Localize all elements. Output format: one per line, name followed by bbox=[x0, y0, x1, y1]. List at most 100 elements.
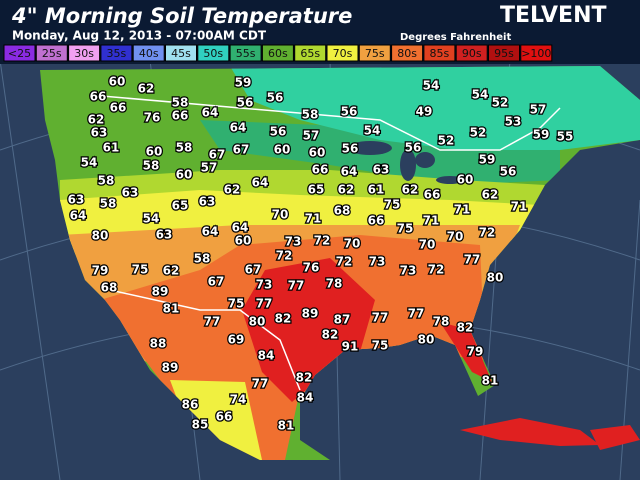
legend-label: 85s bbox=[430, 47, 450, 60]
station-value: 57 bbox=[201, 161, 218, 175]
station-value: 64 bbox=[202, 106, 219, 120]
station-value: 55 bbox=[557, 130, 574, 144]
station-value: 75 bbox=[228, 297, 245, 311]
station-value: 86 bbox=[182, 398, 199, 412]
legend-swatch bbox=[488, 44, 520, 62]
legend-swatch bbox=[261, 44, 294, 62]
station-value: 84 bbox=[297, 391, 314, 405]
legend-swatch bbox=[326, 44, 359, 62]
station-value: 67 bbox=[233, 143, 250, 157]
station-value: 52 bbox=[492, 96, 509, 110]
legend-label: 25s bbox=[42, 47, 62, 60]
legend-label: 40s bbox=[139, 47, 159, 60]
station-value: 54 bbox=[472, 88, 489, 102]
legend-label: 35s bbox=[107, 47, 127, 60]
border bbox=[89, 94, 561, 151]
station-value: 72 bbox=[276, 249, 293, 263]
station-value: 53 bbox=[505, 115, 522, 129]
station-value: 82 bbox=[296, 371, 313, 385]
station-value: 71 bbox=[423, 214, 440, 228]
legend: <25 25s 30s 35s 40s 45s 50s 55s 60s 65s 70s 75s 80s 8… bbox=[3, 44, 553, 62]
station-value: 77 bbox=[204, 315, 221, 329]
legend-swatch bbox=[358, 44, 391, 62]
station-value: 77 bbox=[372, 311, 389, 325]
station-value: 63 bbox=[373, 163, 390, 177]
station-value: 72 bbox=[428, 263, 445, 277]
legend-label: <25 bbox=[8, 47, 31, 60]
station-value: 56 bbox=[342, 142, 359, 156]
station-value: 70 bbox=[344, 237, 361, 251]
station-value: 58 bbox=[194, 252, 211, 266]
hispaniola bbox=[590, 425, 640, 450]
legend-label: 65s bbox=[300, 47, 320, 60]
station-value: 63 bbox=[156, 228, 173, 242]
legend-swatch bbox=[165, 44, 197, 62]
station-value: 57 bbox=[530, 103, 547, 117]
station-value: 73 bbox=[256, 278, 273, 292]
station-value: 80 bbox=[249, 315, 266, 329]
station-value: 65 bbox=[172, 199, 189, 213]
border bbox=[109, 289, 301, 391]
station-value: 54 bbox=[81, 156, 98, 170]
station-value: 60 bbox=[176, 168, 193, 182]
legend-swatch bbox=[35, 44, 68, 62]
station-value: 56 bbox=[237, 96, 254, 110]
station-value: 52 bbox=[470, 126, 487, 140]
station-value: 82 bbox=[275, 312, 292, 326]
station-value: 89 bbox=[152, 285, 169, 299]
station-value: 59 bbox=[533, 128, 550, 142]
station-value: 74 bbox=[230, 393, 247, 407]
station-value: 60 bbox=[309, 146, 326, 160]
legend-swatch bbox=[100, 44, 133, 62]
station-value: 66 bbox=[216, 410, 233, 424]
station-value: 78 bbox=[433, 315, 450, 329]
station-value: 64 bbox=[70, 209, 87, 223]
station-value: 54 bbox=[423, 79, 440, 93]
station-value: 75 bbox=[132, 263, 149, 277]
station-value: 70 bbox=[447, 230, 464, 244]
station-value: 60 bbox=[457, 173, 474, 187]
station-value: 77 bbox=[256, 297, 273, 311]
brand: TELVENT bbox=[500, 3, 607, 28]
station-value: 73 bbox=[369, 255, 386, 269]
station-value: 80 bbox=[487, 271, 504, 285]
station-value: 61 bbox=[368, 183, 385, 197]
station-value: 87 bbox=[334, 313, 351, 327]
legend-swatch bbox=[294, 44, 327, 62]
lakes bbox=[348, 141, 464, 184]
station-value: 70 bbox=[272, 208, 289, 222]
station-value: 68 bbox=[334, 204, 351, 218]
station-value: 62 bbox=[138, 82, 155, 96]
station-value: 59 bbox=[479, 153, 496, 167]
legend-swatch bbox=[455, 44, 488, 62]
station-value: 57 bbox=[303, 129, 320, 143]
station-value: 73 bbox=[400, 264, 417, 278]
station-value: 75 bbox=[372, 339, 389, 353]
station-value: 80 bbox=[418, 333, 435, 347]
station-value: 67 bbox=[209, 148, 226, 162]
station-value: 84 bbox=[258, 349, 275, 363]
legend-swatch bbox=[423, 44, 456, 62]
legend-swatch bbox=[197, 44, 230, 62]
subtitle: Monday, Aug 12, 2013 - 07:00AM CDT bbox=[12, 29, 267, 43]
station-value: 62 bbox=[482, 188, 499, 202]
station-value: 66 bbox=[312, 163, 329, 177]
station-value: 58 bbox=[172, 96, 189, 110]
legend-label: 60s bbox=[268, 47, 288, 60]
station-value: 79 bbox=[92, 264, 109, 278]
station-value: 58 bbox=[302, 108, 319, 122]
station-value: 66 bbox=[172, 109, 189, 123]
legend-label: 80s bbox=[397, 47, 417, 60]
station-value: 58 bbox=[100, 197, 117, 211]
station-value: 49 bbox=[416, 105, 433, 119]
legend-swatch bbox=[3, 44, 36, 62]
legend-label: 75s bbox=[365, 47, 385, 60]
legend-swatch bbox=[391, 44, 424, 62]
station-value: 80 bbox=[92, 229, 109, 243]
station-value: 56 bbox=[500, 165, 517, 179]
station-value: 67 bbox=[208, 275, 225, 289]
station-value: 72 bbox=[314, 234, 331, 248]
legend-label: >100 bbox=[521, 47, 551, 60]
